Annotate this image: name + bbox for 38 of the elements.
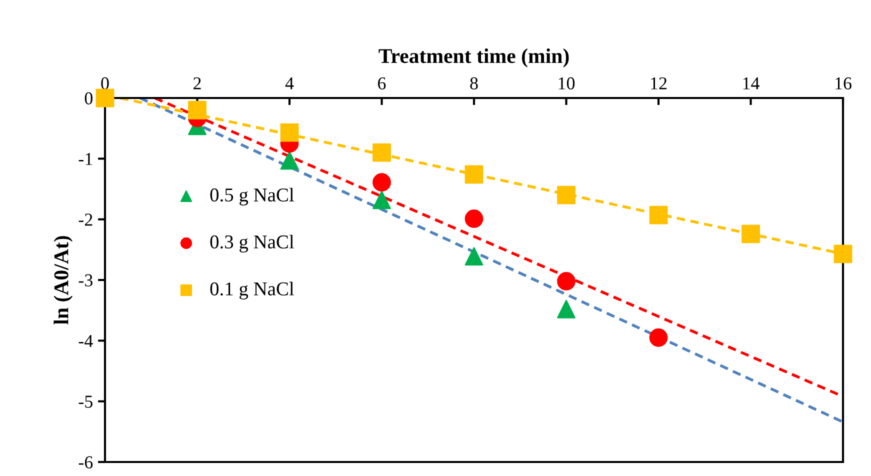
legend-label: 0.1 g NaCl: [210, 282, 294, 300]
x-tick-label: 12: [651, 77, 667, 90]
point: [464, 210, 484, 228]
y-tick-label: -6: [78, 456, 93, 468]
point: [834, 244, 852, 264]
x-tick-label: 10: [558, 77, 575, 90]
y-tick-label: 0: [84, 92, 93, 104]
legend-label: 0.3 g NaCl: [210, 234, 294, 253]
point: [464, 165, 484, 184]
y-tick-label: -2: [78, 214, 92, 226]
point: [372, 143, 391, 162]
point: [557, 186, 576, 204]
x-tick-label: 14: [743, 77, 760, 90]
point: [188, 100, 206, 120]
y-tick-label: -3: [78, 274, 92, 286]
point: [649, 328, 668, 347]
point: [96, 88, 114, 108]
point: [372, 173, 391, 192]
y-tick-label: -5: [78, 396, 92, 408]
x-tick-label: 4: [285, 77, 294, 90]
x-tick-label: 6: [378, 77, 386, 90]
point: [280, 123, 299, 142]
point: [464, 247, 484, 266]
y-axis-title: ln (A0/At): [54, 236, 73, 324]
x-tick-label: 8: [470, 77, 478, 90]
point: [372, 190, 391, 210]
point: [557, 300, 576, 318]
point: [557, 272, 576, 290]
x-axis-title: Treatment time (min): [378, 48, 569, 68]
point: [649, 206, 668, 224]
point: [742, 224, 760, 244]
x-tick-label: 0: [101, 77, 109, 90]
legend-label: 0.5 g NaCl: [210, 188, 294, 206]
x-tick-label: 2: [194, 77, 201, 90]
point: [280, 151, 299, 170]
y-tick-label: -1: [78, 153, 92, 165]
y-tick-label: -4: [78, 335, 93, 347]
x-tick-label: 16: [836, 77, 852, 90]
